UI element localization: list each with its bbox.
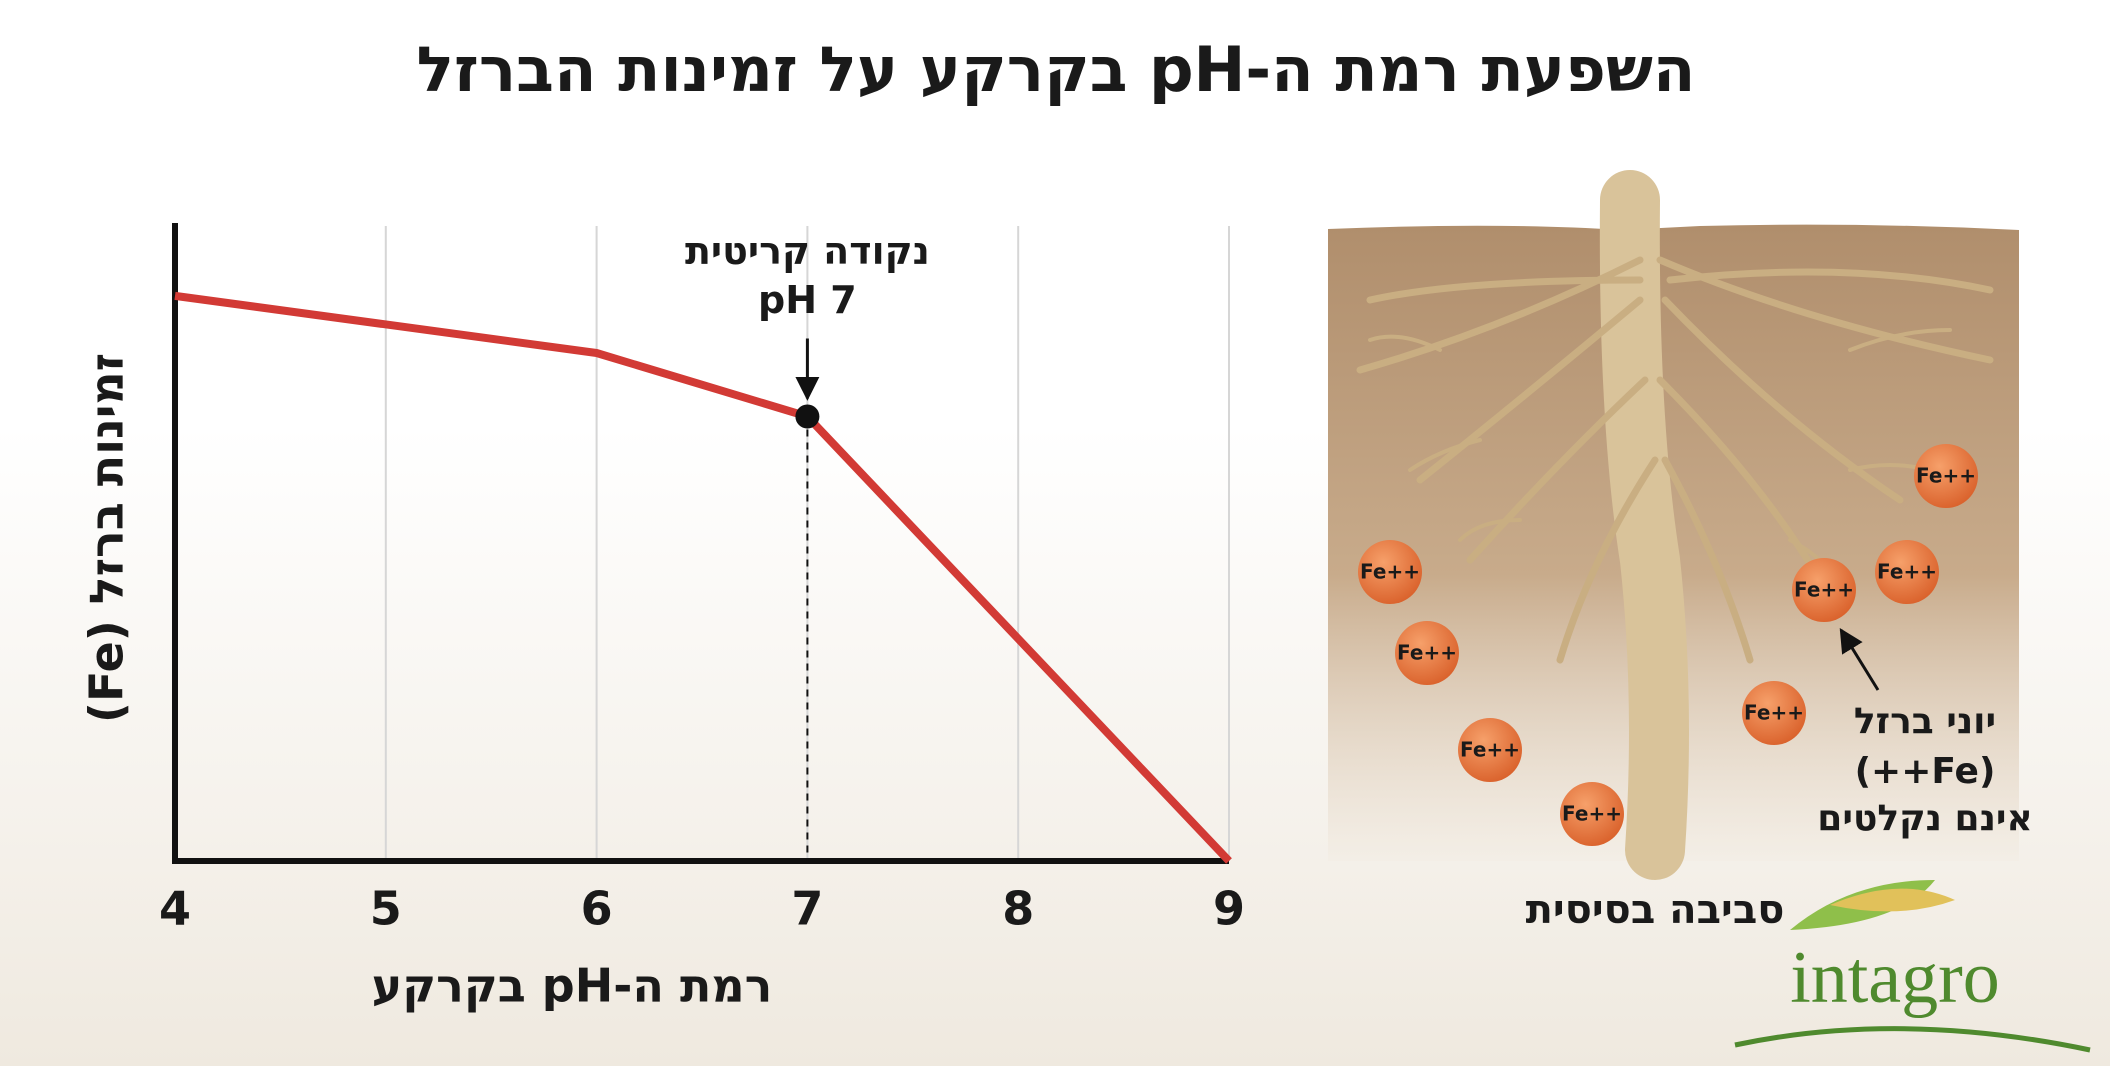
y-axis-label: זמינות ברזל (Fe) (80, 353, 134, 723)
x-tick-label: 8 (1002, 882, 1034, 936)
ion-label: Fe++ (1794, 578, 1854, 602)
caption-line: יוני ברזל (1854, 701, 1996, 742)
critical-point (795, 404, 820, 429)
logo-text: intagro (1790, 937, 2000, 1019)
environment-label: סביבה בסיסית (1526, 887, 1785, 933)
iron-ions: Fe++ Fe++ Fe++ Fe++ Fe++ Fe++ Fe++ Fe++ (1358, 444, 1978, 846)
ion-label: Fe++ (1360, 560, 1420, 584)
annotation-text: pH 7 (758, 278, 857, 322)
data-line (174, 291, 1232, 864)
annotation-text: נקודה קריטית (685, 229, 930, 273)
soil-illustration: Fe++ Fe++ Fe++ Fe++ Fe++ Fe++ Fe++ Fe++ … (1328, 170, 2091, 1053)
x-tick-label: 7 (791, 882, 823, 936)
ion-label: Fe++ (1460, 738, 1520, 762)
ion: Fe++ (1458, 718, 1522, 782)
x-tick-label: 6 (581, 882, 613, 936)
ion: Fe++ (1914, 444, 1978, 508)
x-tick-label: 9 (1213, 882, 1245, 936)
ion-label: Fe++ (1916, 464, 1976, 488)
ion: Fe++ (1792, 558, 1856, 622)
ion-label: Fe++ (1744, 701, 1804, 725)
ion: Fe++ (1875, 540, 1939, 604)
ion: Fe++ (1560, 782, 1624, 846)
roots (1356, 170, 1994, 880)
x-axis-label: רמת ה-pH בקרקע (372, 959, 773, 1013)
ion-label: Fe++ (1397, 641, 1457, 665)
ion-label: Fe++ (1562, 802, 1622, 826)
ion: Fe++ (1742, 681, 1806, 745)
caption-line: אינם נקלטים (1817, 798, 2032, 839)
x-tick-label: 4 (159, 882, 191, 936)
x-tick-label: 5 (370, 882, 402, 936)
ion: Fe++ (1358, 540, 1422, 604)
logo: intagro (1734, 880, 2091, 1053)
caption-arrow (1839, 627, 1880, 691)
caption-line: (Fe++) (1855, 751, 1996, 792)
ion-label: Fe++ (1877, 560, 1937, 584)
ion: Fe++ (1395, 621, 1459, 685)
chart-title: השפעת רמת ה-pH בקרקע על זמינות הברזל (417, 33, 1696, 106)
